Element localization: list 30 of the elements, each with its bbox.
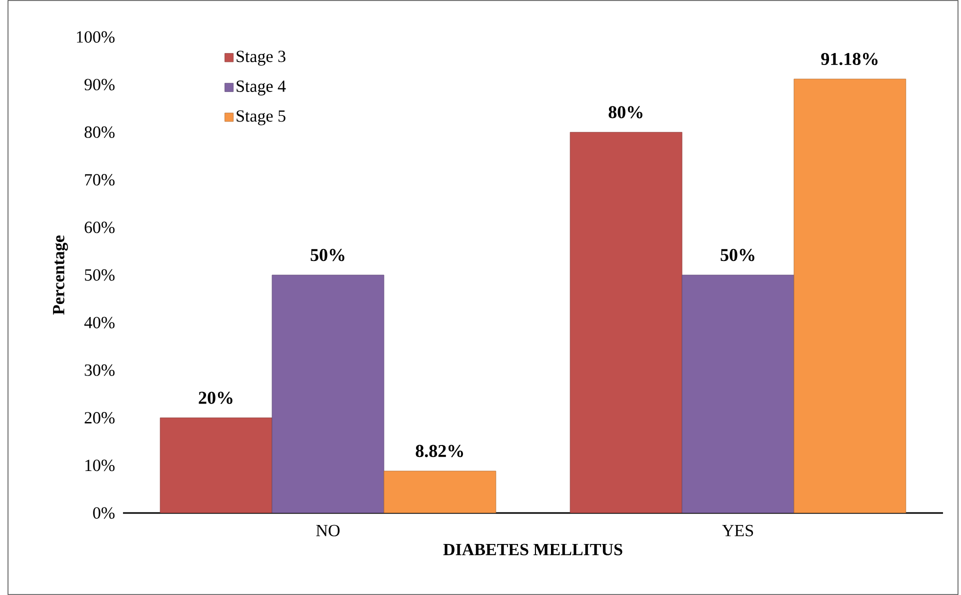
- y-tick-label: 0%: [93, 507, 115, 519]
- y-tick-label: 40%: [84, 316, 115, 328]
- y-axis-title: Percentage: [53, 235, 68, 315]
- data-label: 50%: [720, 248, 754, 262]
- legend-label: Stage 3: [236, 50, 286, 66]
- legend-label: Stage 4: [236, 80, 286, 96]
- bar: [570, 132, 682, 513]
- x-tick-label: NO: [316, 524, 340, 536]
- bar: [384, 470, 496, 513]
- data-label: 20%: [198, 392, 232, 404]
- y-tick-label: 10%: [85, 460, 115, 472]
- bar: [794, 78, 906, 513]
- y-tick-label: 80%: [84, 126, 115, 138]
- data-label: 91.18%: [821, 52, 878, 66]
- y-tick-label: 100%: [76, 31, 115, 43]
- y-tick-label: 30%: [84, 364, 115, 376]
- data-label: 8.82%: [416, 444, 463, 458]
- data-label: 50%: [310, 248, 344, 262]
- y-tick-label: 90%: [84, 78, 115, 90]
- bar: [160, 418, 272, 513]
- legend-label: Stage 5: [236, 110, 286, 126]
- x-tick-label: YES: [722, 524, 754, 536]
- y-tick-label: 50%: [84, 269, 115, 281]
- bar: [682, 274, 794, 513]
- bar: [272, 274, 384, 513]
- x-axis-title: DIABETES MELLITUS: [443, 544, 622, 556]
- y-tick-label: 60%: [84, 222, 115, 234]
- data-label: 80%: [608, 106, 642, 118]
- y-tick-label: 20%: [84, 412, 115, 424]
- y-tick-label: 70%: [85, 174, 115, 186]
